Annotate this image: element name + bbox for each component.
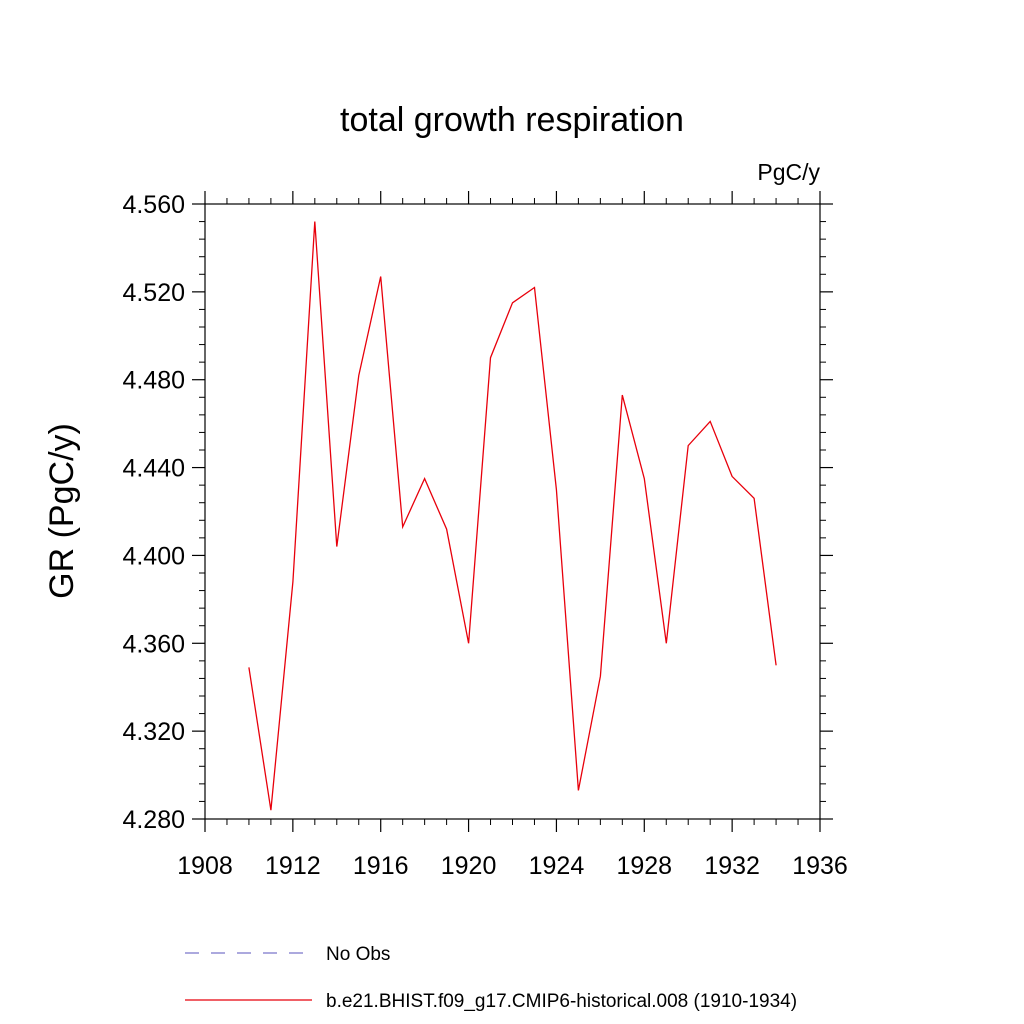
x-tick-label: 1936 [792, 852, 848, 880]
y-tick-label: 4.280 [122, 806, 185, 834]
chart-title: total growth respiration [340, 101, 684, 139]
y-tick-label: 4.360 [122, 630, 185, 658]
x-tick-label: 1924 [529, 852, 585, 880]
legend-label: b.e21.BHIST.f09_g17.CMIP6-historical.008… [326, 991, 797, 1012]
y-tick-label: 4.560 [122, 191, 185, 219]
series-line [248, 221, 777, 811]
x-tick-label: 1908 [177, 852, 233, 880]
x-tick-label: 1920 [441, 852, 497, 880]
units-label: PgC/y [757, 159, 820, 185]
y-axis-label: GR (PgC/y) [43, 423, 81, 599]
y-tick-label: 4.400 [122, 542, 185, 570]
y-tick-label: 4.440 [122, 455, 185, 483]
x-tick-label: 1932 [704, 852, 760, 880]
x-tick-label: 1916 [353, 852, 409, 880]
legend-label: No Obs [326, 944, 390, 965]
y-tick-label: 4.480 [122, 367, 185, 395]
x-tick-label: 1928 [616, 852, 672, 880]
y-tick-label: 4.320 [122, 718, 185, 746]
x-tick-label: 1912 [265, 852, 321, 880]
y-tick-label: 4.520 [122, 279, 185, 307]
